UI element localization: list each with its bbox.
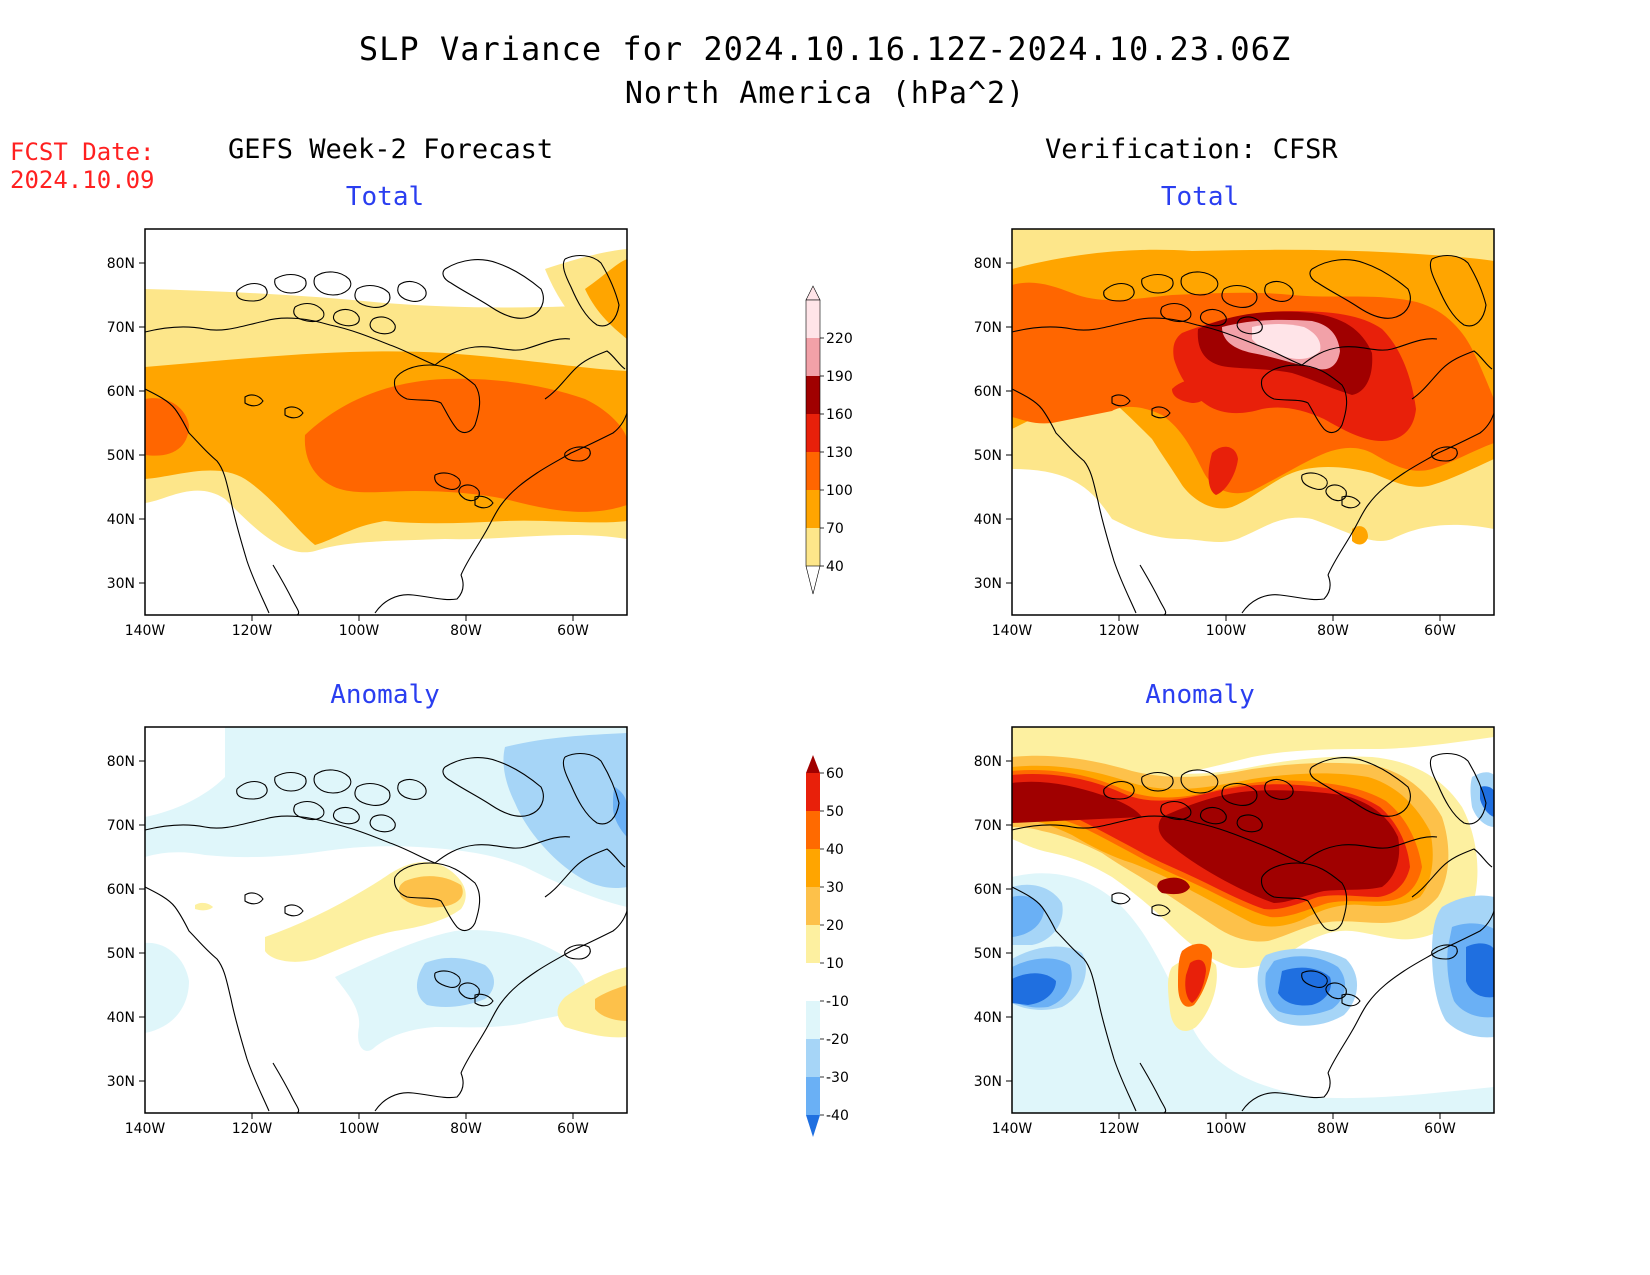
- lat-label: 80N: [974, 256, 1002, 272]
- lon-label: 140W: [125, 1121, 166, 1137]
- colorbar-level-label: 20: [826, 918, 844, 934]
- colorbar-level-label: 40: [826, 559, 844, 575]
- colorbar-anomaly: 60 50 40 30 20 10 -10 -20 -30 -40: [800, 755, 880, 1215]
- lon-label: 120W: [1099, 623, 1140, 639]
- colorbar-swatch: [806, 414, 820, 452]
- colorbar-swatch: [806, 849, 820, 887]
- forecast-date-value: 2024.10.09: [10, 166, 155, 194]
- map-cfsr-total: 80N 70N 60N 50N 40N 30N 140W 120W 100W 8…: [960, 225, 1510, 645]
- colorbar-level-label: 190: [826, 369, 853, 385]
- lon-label: 100W: [339, 623, 380, 639]
- colorbar-swatch: [806, 338, 820, 376]
- lat-label: 80N: [974, 754, 1002, 770]
- forecast-date-label: FCST Date:: [10, 138, 155, 166]
- lon-label: 100W: [1206, 1121, 1247, 1137]
- panel-title-gefs-anomaly: Anomaly: [330, 680, 440, 710]
- colorbar-level-label: 100: [826, 483, 853, 499]
- panel-title-gefs-total: Total: [345, 182, 425, 212]
- lat-label: 40N: [974, 512, 1002, 528]
- colorbar-level-label: 30: [826, 880, 844, 896]
- lon-label: 140W: [992, 1121, 1033, 1137]
- lon-label: 120W: [232, 623, 273, 639]
- lat-label: 60N: [974, 384, 1002, 400]
- lat-label: 40N: [974, 1010, 1002, 1026]
- colorbar-level-label: 50: [826, 804, 844, 820]
- lon-label: 120W: [232, 1121, 273, 1137]
- colorbar-swatch: [805, 565, 821, 595]
- lat-label: 30N: [974, 1074, 1002, 1090]
- lat-label: 60N: [107, 882, 135, 898]
- figure-subtitle: North America (hPa^2): [624, 76, 1026, 111]
- colorbar-swatch: [806, 1039, 820, 1077]
- column-title-cfsr: Verification: CFSR: [1045, 134, 1338, 165]
- colorbar-level-label: 40: [826, 842, 844, 858]
- colorbar-swatch: [806, 376, 820, 414]
- lat-label: 80N: [107, 754, 135, 770]
- lon-label: 120W: [1099, 1121, 1140, 1137]
- colorbar-swatch: [806, 773, 820, 811]
- lon-label: 140W: [992, 623, 1033, 639]
- column-title-gefs: GEFS Week-2 Forecast: [228, 134, 554, 165]
- colorbar-swatch: [806, 300, 820, 338]
- lon-label: 80W: [450, 1121, 482, 1137]
- colorbar-swatch: [806, 811, 820, 849]
- map-cfsr-anomaly: 80N 70N 60N 50N 40N 30N 140W 120W 100W 8…: [960, 723, 1510, 1143]
- lon-label: 60W: [557, 623, 589, 639]
- colorbar-swatch: [806, 528, 820, 566]
- colorbar-level-label: -10: [826, 994, 849, 1010]
- lat-label: 30N: [974, 576, 1002, 592]
- panel-title-cfsr-total: Total: [1160, 182, 1240, 212]
- colorbar-swatch: [805, 285, 821, 301]
- colorbar-swatch: [806, 1115, 820, 1137]
- lat-label: 50N: [107, 448, 135, 464]
- colorbar-swatch: [806, 963, 820, 1001]
- lat-label: 70N: [974, 818, 1002, 834]
- lat-label: 40N: [107, 1010, 135, 1026]
- colorbar-level-label: 160: [826, 407, 853, 423]
- colorbar-level-label: 10: [826, 956, 844, 972]
- colorbar-swatch: [806, 490, 820, 528]
- lat-label: 80N: [107, 256, 135, 272]
- lon-label: 100W: [1206, 623, 1247, 639]
- lat-label: 30N: [107, 1074, 135, 1090]
- lat-label: 30N: [107, 576, 135, 592]
- colorbar-swatch: [806, 452, 820, 490]
- lon-label: 60W: [557, 1121, 589, 1137]
- colorbar-level-label: 220: [826, 331, 853, 347]
- colorbar-swatch: [806, 1077, 820, 1115]
- forecast-date-block: FCST Date: 2024.10.09: [10, 138, 155, 194]
- colorbar-level-label: 130: [826, 445, 853, 461]
- lat-label: 60N: [974, 882, 1002, 898]
- colorbar-level-label: -20: [826, 1032, 849, 1048]
- colorbar-swatch: [806, 755, 820, 773]
- map-gefs-total: 80N 70N 60N 50N 40N 30N 140W 120W 100W 8…: [93, 225, 643, 645]
- lat-label: 70N: [107, 818, 135, 834]
- lat-label: 50N: [974, 946, 1002, 962]
- figure-title: SLP Variance for 2024.10.16.12Z-2024.10.…: [358, 30, 1292, 68]
- lon-label: 100W: [339, 1121, 380, 1137]
- lat-label: 50N: [974, 448, 1002, 464]
- colorbar-total: 40 70 100 130 160 190 220: [800, 282, 880, 612]
- colorbar-level-label: -30: [826, 1070, 849, 1086]
- colorbar-swatch: [806, 1001, 820, 1039]
- lon-label: 80W: [1317, 1121, 1349, 1137]
- map-gefs-anomaly: 80N 70N 60N 50N 40N 30N 140W 120W 100W 8…: [93, 723, 643, 1143]
- lon-label: 80W: [1317, 623, 1349, 639]
- colorbar-swatch: [806, 887, 820, 925]
- lat-label: 70N: [107, 320, 135, 336]
- lat-label: 40N: [107, 512, 135, 528]
- colorbar-swatch: [806, 925, 820, 963]
- lon-label: 60W: [1424, 623, 1456, 639]
- lon-label: 140W: [125, 623, 166, 639]
- lat-label: 70N: [974, 320, 1002, 336]
- lon-label: 80W: [450, 623, 482, 639]
- colorbar-level-label: -40: [826, 1108, 849, 1124]
- lat-label: 50N: [107, 946, 135, 962]
- panel-title-cfsr-anomaly: Anomaly: [1145, 680, 1255, 710]
- colorbar-level-label: 70: [826, 521, 844, 537]
- lat-label: 60N: [107, 384, 135, 400]
- colorbar-level-label: 60: [826, 766, 844, 782]
- lon-label: 60W: [1424, 1121, 1456, 1137]
